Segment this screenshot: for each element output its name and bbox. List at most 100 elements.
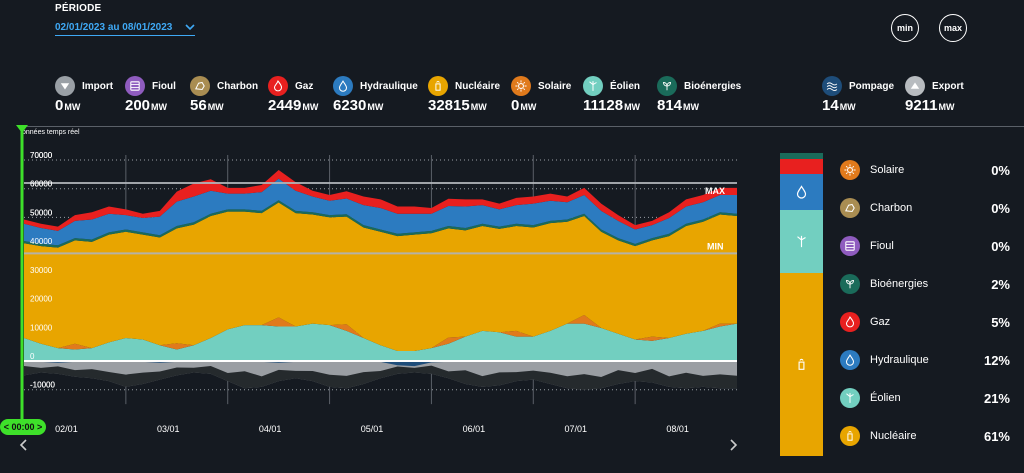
min-button[interactable]: min [891, 14, 919, 42]
legend-item-name: Nucléaire [455, 80, 501, 92]
legend-item-name: Éolien [610, 80, 641, 92]
legend-item-value: 0MW [511, 97, 571, 114]
legend-value-unit: MW [683, 102, 700, 112]
legend-value-number: 0 [511, 97, 520, 114]
periode-value: 02/01/2023 au 08/01/2023 [55, 21, 173, 33]
legend-value-unit: MW [624, 102, 641, 112]
legend-item-gaz[interactable]: Gaz 2449MW [268, 75, 318, 114]
x-tick-label: 05/01 [361, 424, 384, 434]
production-chart: 70000 60000 50000 40000 30000 20000 10000 0 -100… [0, 122, 745, 457]
legend-item-value: 6230MW [333, 97, 418, 114]
legend-value-number: 2449 [268, 97, 302, 114]
legend-item-value: 32815MW [428, 97, 500, 114]
share-name: Solaire [870, 164, 905, 176]
share-name: Gaz [870, 316, 891, 328]
y-tick-label: 70000 [30, 151, 53, 160]
y-tick-label: 10000 [30, 323, 53, 332]
legend-value-number: 11128 [583, 97, 624, 114]
max-button[interactable]: max [939, 14, 967, 42]
legend-value-number: 0 [55, 97, 64, 114]
periode-dropdown[interactable]: 02/01/2023 au 08/01/2023 [55, 19, 195, 36]
legend-value-unit: MW [470, 102, 487, 112]
time-cursor-handle-icon[interactable] [16, 125, 28, 133]
mix-segment-bioenergies [780, 153, 823, 159]
max-label: MAX [705, 186, 725, 196]
legend-item-charbon[interactable]: Charbon 56MW [190, 75, 258, 114]
share-percent: 2% [991, 276, 1010, 292]
y-tick-label: 50000 [30, 208, 53, 217]
legend-item-name: Gaz [295, 80, 314, 92]
legend-item-hydraulique[interactable]: Hydraulique 6230MW [333, 75, 418, 114]
legend-item-pompage[interactable]: Pompage 14MW [822, 75, 894, 114]
legend-item-bioenergies[interactable]: Bioénergies 814MW [657, 75, 741, 114]
hydraulique-icon [840, 350, 860, 370]
legend-item-value: 11128MW [583, 97, 640, 114]
area-series-hydraulique [24, 178, 737, 246]
periode-label: PÉRIODE [55, 3, 102, 14]
gaz-icon [268, 76, 288, 96]
x-tick-label: 07/01 [564, 424, 587, 434]
chevron-left-icon[interactable] [16, 437, 32, 453]
legend-value-unit: MW [302, 102, 319, 112]
share-row-gaz: Gaz 5% [840, 310, 1010, 334]
x-tick-label: 02/01 [55, 424, 78, 434]
share-row-solaire: Solaire 0% [840, 158, 1010, 182]
gaz-icon [840, 312, 860, 332]
legend-item-value: 14MW [822, 97, 894, 114]
chevron-right-icon[interactable] [725, 437, 741, 453]
hydraulique-icon [333, 76, 353, 96]
legend-item-name: Bioénergies [684, 80, 742, 92]
legend-value-unit: MW [151, 102, 168, 112]
share-percent: 0% [991, 162, 1010, 178]
legend-item-nucleaire[interactable]: Nucléaire 32815MW [428, 75, 500, 114]
legend-item-solaire[interactable]: Solaire 0MW [511, 75, 571, 114]
divider [22, 126, 1024, 127]
charbon-icon [190, 76, 210, 96]
share-name: Nucléaire [870, 430, 917, 442]
legend-value-number: 56 [190, 97, 207, 114]
share-percent: 12% [983, 352, 1010, 368]
eolien-icon [797, 235, 806, 248]
legend-item-value: 0MW [55, 97, 113, 114]
min-label: MIN [707, 241, 724, 251]
legend-item-value: 814MW [657, 97, 741, 114]
pompage-icon [822, 76, 842, 96]
area-series-export-dark [24, 365, 737, 390]
x-tick-label: 04/01 [259, 424, 282, 434]
legend-value-number: 200 [125, 97, 151, 114]
legend-value-number: 9211 [905, 97, 938, 114]
legend-item-name: Import [82, 80, 114, 92]
import-icon [55, 76, 75, 96]
time-cursor-badge[interactable]: < 00:00 > [0, 419, 46, 435]
legend-item-export[interactable]: Export 9211MW [905, 75, 964, 114]
bioenergies-icon [840, 274, 860, 294]
x-tick-label: 08/01 [666, 424, 689, 434]
legend-item-value: 9211MW [905, 97, 964, 114]
y-tick-label: 40000 [30, 237, 53, 246]
area-series-eolien [24, 323, 737, 361]
nucleaire-icon [840, 426, 860, 446]
mix-segment-gaz [780, 159, 823, 174]
area-series-gaz [24, 170, 737, 231]
legend-item-fioul[interactable]: Fioul 200MW [125, 75, 176, 114]
mix-segment-nucleaire [780, 273, 823, 456]
legend-item-name: Fioul [152, 80, 176, 92]
eolien-icon [583, 76, 603, 96]
area-series-bioenergies [24, 200, 737, 248]
share-row-hydraulique: Hydraulique 12% [840, 348, 1010, 372]
y-tick-label: 60000 [30, 180, 53, 189]
legend-value-unit: MW [207, 102, 224, 112]
legend-item-import[interactable]: Import 0MW [55, 75, 113, 114]
share-name: Bioénergies [870, 278, 929, 290]
share-percent: 21% [983, 390, 1010, 406]
legend-value-number: 32815 [428, 97, 470, 114]
share-name: Éolien [870, 392, 901, 404]
y-tick-label: 70000 [30, 151, 53, 160]
legend-item-name: Pompage [849, 80, 895, 92]
legend-item-eolien[interactable]: Éolien 11128MW [583, 75, 640, 114]
y-tick-label: -10000 [30, 381, 55, 390]
bioenergies-icon [657, 76, 677, 96]
legend-value-unit: MW [520, 102, 537, 112]
chevron-down-icon [185, 24, 195, 31]
share-percent: 0% [991, 238, 1010, 254]
